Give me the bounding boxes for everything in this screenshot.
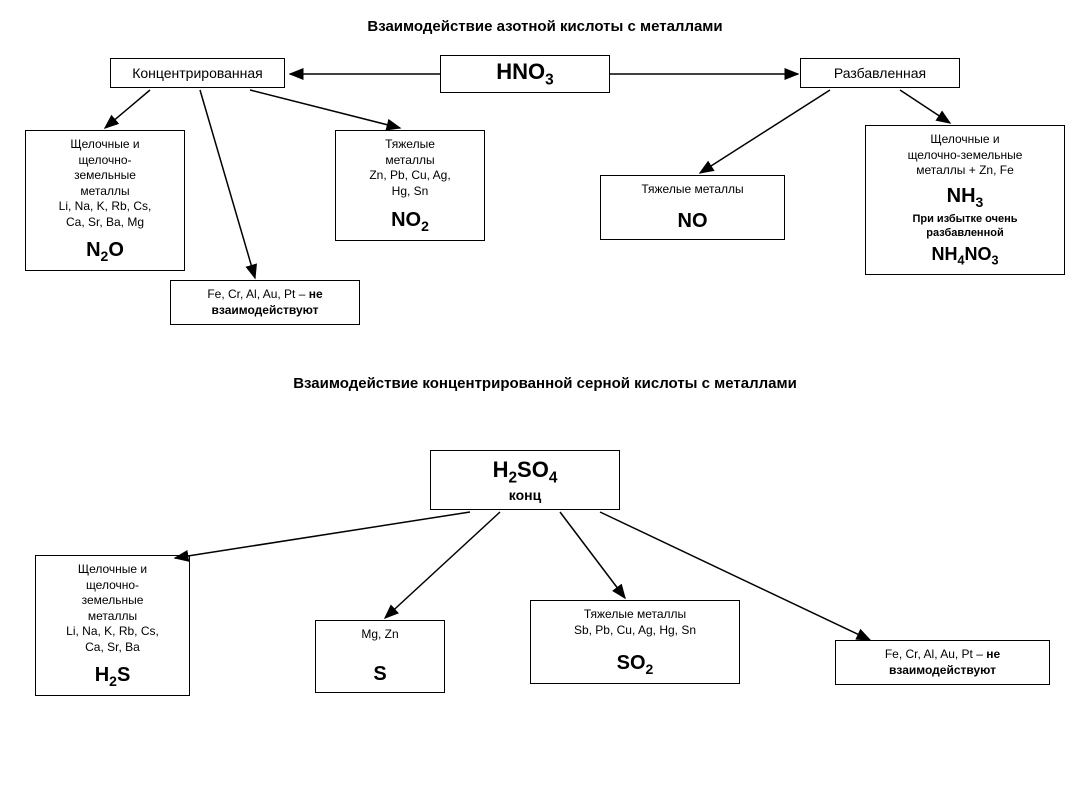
no2-formula: NO2 bbox=[344, 209, 476, 234]
hno3-root-box: HNO3 bbox=[440, 55, 610, 93]
s-formula: S bbox=[324, 663, 436, 686]
alkali-conc-desc: Щелочные и щелочно- земельные металлы Li… bbox=[34, 137, 176, 231]
nh3-note: При избытке очень разбавленной bbox=[874, 212, 1056, 241]
heavy-dil-desc: Тяжелые металлы bbox=[609, 182, 776, 198]
no-react-h2so4-box: Fe, Cr, Al, Au, Pt – не взаимодействуют bbox=[835, 640, 1050, 685]
n2o-formula: N2O bbox=[34, 239, 176, 264]
heavy-so2-box: Тяжелые металлы Sb, Pb, Cu, Ag, Hg, Sn S… bbox=[530, 600, 740, 684]
diluted-box: Разбавленная bbox=[800, 58, 960, 88]
concentrated-box: Концентрированная bbox=[110, 58, 285, 88]
nh4no3-formula: NH4NO3 bbox=[874, 244, 1056, 268]
alkali-h2s-box: Щелочные и щелочно- земельные металлы Li… bbox=[35, 555, 190, 696]
diagram2-title: Взаимодействие концентрированной серной … bbox=[200, 375, 890, 392]
hno3-formula: HNO3 bbox=[496, 59, 553, 89]
alkali-h2s-desc: Щелочные и щелочно- земельные металлы Li… bbox=[44, 562, 181, 656]
heavy-conc-desc: Тяжелые металлы Zn, Pb, Cu, Ag, Hg, Sn bbox=[344, 137, 476, 199]
h2so4-root-box: H2SO4 конц bbox=[430, 450, 620, 510]
h2s-formula: H2S bbox=[44, 664, 181, 689]
so2-formula: SO2 bbox=[539, 652, 731, 677]
heavy-so2-desc: Тяжелые металлы Sb, Pb, Cu, Ag, Hg, Sn bbox=[539, 607, 731, 638]
no-formula: NO bbox=[609, 210, 776, 233]
heavy-conc-box: Тяжелые металлы Zn, Pb, Cu, Ag, Hg, Sn N… bbox=[335, 130, 485, 241]
mgzn-desc: Mg, Zn bbox=[324, 627, 436, 643]
heavy-dil-box: Тяжелые металлы NO bbox=[600, 175, 785, 240]
nh3-formula: NH3 bbox=[874, 185, 1056, 210]
no-react-conc-box: Fe, Cr, Al, Au, Pt – не взаимодействуют bbox=[170, 280, 360, 325]
h2so4-konc: конц bbox=[439, 487, 611, 503]
no-react-conc-text: Fe, Cr, Al, Au, Pt – не взаимодействуют bbox=[179, 287, 351, 318]
diagram1-title: Взаимодействие азотной кислоты с металла… bbox=[315, 18, 775, 35]
no-react-h2so4-text: Fe, Cr, Al, Au, Pt – не взаимодействуют bbox=[844, 647, 1041, 678]
alkali-conc-box: Щелочные и щелочно- земельные металлы Li… bbox=[25, 130, 185, 271]
concentrated-label: Концентрированная bbox=[132, 65, 263, 81]
mgzn-box: Mg, Zn S bbox=[315, 620, 445, 693]
diluted-label: Разбавленная bbox=[834, 65, 926, 81]
alkali-dil-desc: Щелочные и щелочно-земельные металлы + Z… bbox=[874, 132, 1056, 179]
alkali-dil-box: Щелочные и щелочно-земельные металлы + Z… bbox=[865, 125, 1065, 275]
h2so4-formula: H2SO4 bbox=[439, 457, 611, 487]
